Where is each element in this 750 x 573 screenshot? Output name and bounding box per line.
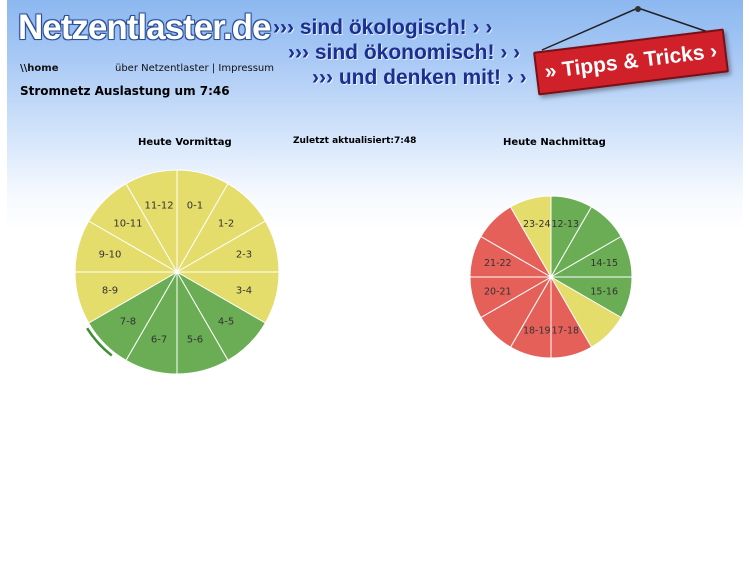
morning-label-2-3: 2-3 [236, 250, 252, 261]
afternoon-label-12-13: 12-13 [551, 219, 579, 230]
morning-label-0-1: 0-1 [187, 201, 203, 212]
nav-about-link[interactable]: über Netzentlaster [115, 63, 209, 74]
afternoon-label-20-21: 20-21 [484, 287, 512, 298]
nav-separator: | [211, 63, 216, 74]
chart-title-morning: Heute Vormittag [138, 137, 232, 148]
page-title: Stromnetz Auslastung um 7:46 [20, 84, 230, 98]
afternoon-label-17-18: 17-18 [551, 326, 579, 337]
sign-hanger [541, 6, 715, 51]
afternoon-label-18-19: 18-19 [523, 326, 551, 337]
nav-imprint-link[interactable]: Impressum [218, 63, 274, 74]
afternoon-label-21-22: 21-22 [484, 258, 512, 269]
morning-label-9-10: 9-10 [99, 250, 122, 261]
morning-label-8-9: 8-9 [102, 285, 118, 296]
site-logo[interactable]: Netzentlaster.de [18, 8, 271, 47]
afternoon-label-14-15: 14-15 [590, 258, 618, 269]
afternoon-label-23-24: 23-24 [523, 219, 551, 230]
morning-label-3-4: 3-4 [236, 285, 252, 296]
current-hour-indicator [86, 327, 113, 357]
tagline-economical: ››› sind ökonomisch! › › [288, 41, 521, 64]
tagline-ecological: ››› sind ökologisch! › › [273, 16, 493, 39]
morning-label-10-11: 10-11 [113, 218, 142, 229]
morning-label-1-2: 1-2 [218, 218, 234, 229]
tagline-smart: ››› und denken mit! › › [312, 66, 527, 89]
nav-home-link[interactable]: \\home [20, 63, 59, 74]
morning-label-6-7: 6-7 [151, 334, 167, 345]
last-updated-label: Zuletzt aktualisiert:7:48 [293, 136, 417, 146]
chart-title-afternoon: Heute Nachmittag [503, 137, 606, 148]
afternoon-slice-23-24 [509, 195, 552, 279]
morning-label-4-5: 4-5 [218, 317, 234, 328]
morning-label-11-12: 11-12 [145, 201, 174, 212]
nav-links: über Netzentlaster | Impressum [115, 63, 274, 74]
morning-label-7-8: 7-8 [120, 317, 136, 328]
morning-label-5-6: 5-6 [187, 334, 203, 345]
pie-chart-morning: 0-1 1-2 2-3 3-4 4-5 5-6 6-7 7-8 8-9 9-10 10-1111-1… [74, 169, 280, 375]
afternoon-label-15-16: 15-16 [590, 287, 618, 298]
morning-slice-11-12 [125, 169, 178, 274]
